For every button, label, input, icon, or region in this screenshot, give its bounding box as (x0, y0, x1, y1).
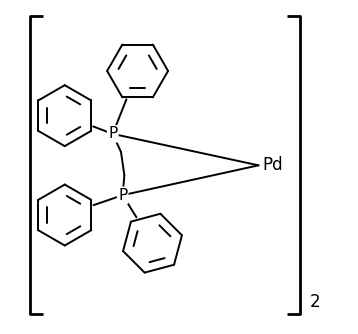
Text: P: P (108, 126, 117, 141)
Text: P: P (118, 188, 127, 203)
Text: 2: 2 (310, 293, 320, 311)
Text: Pd: Pd (262, 156, 283, 174)
